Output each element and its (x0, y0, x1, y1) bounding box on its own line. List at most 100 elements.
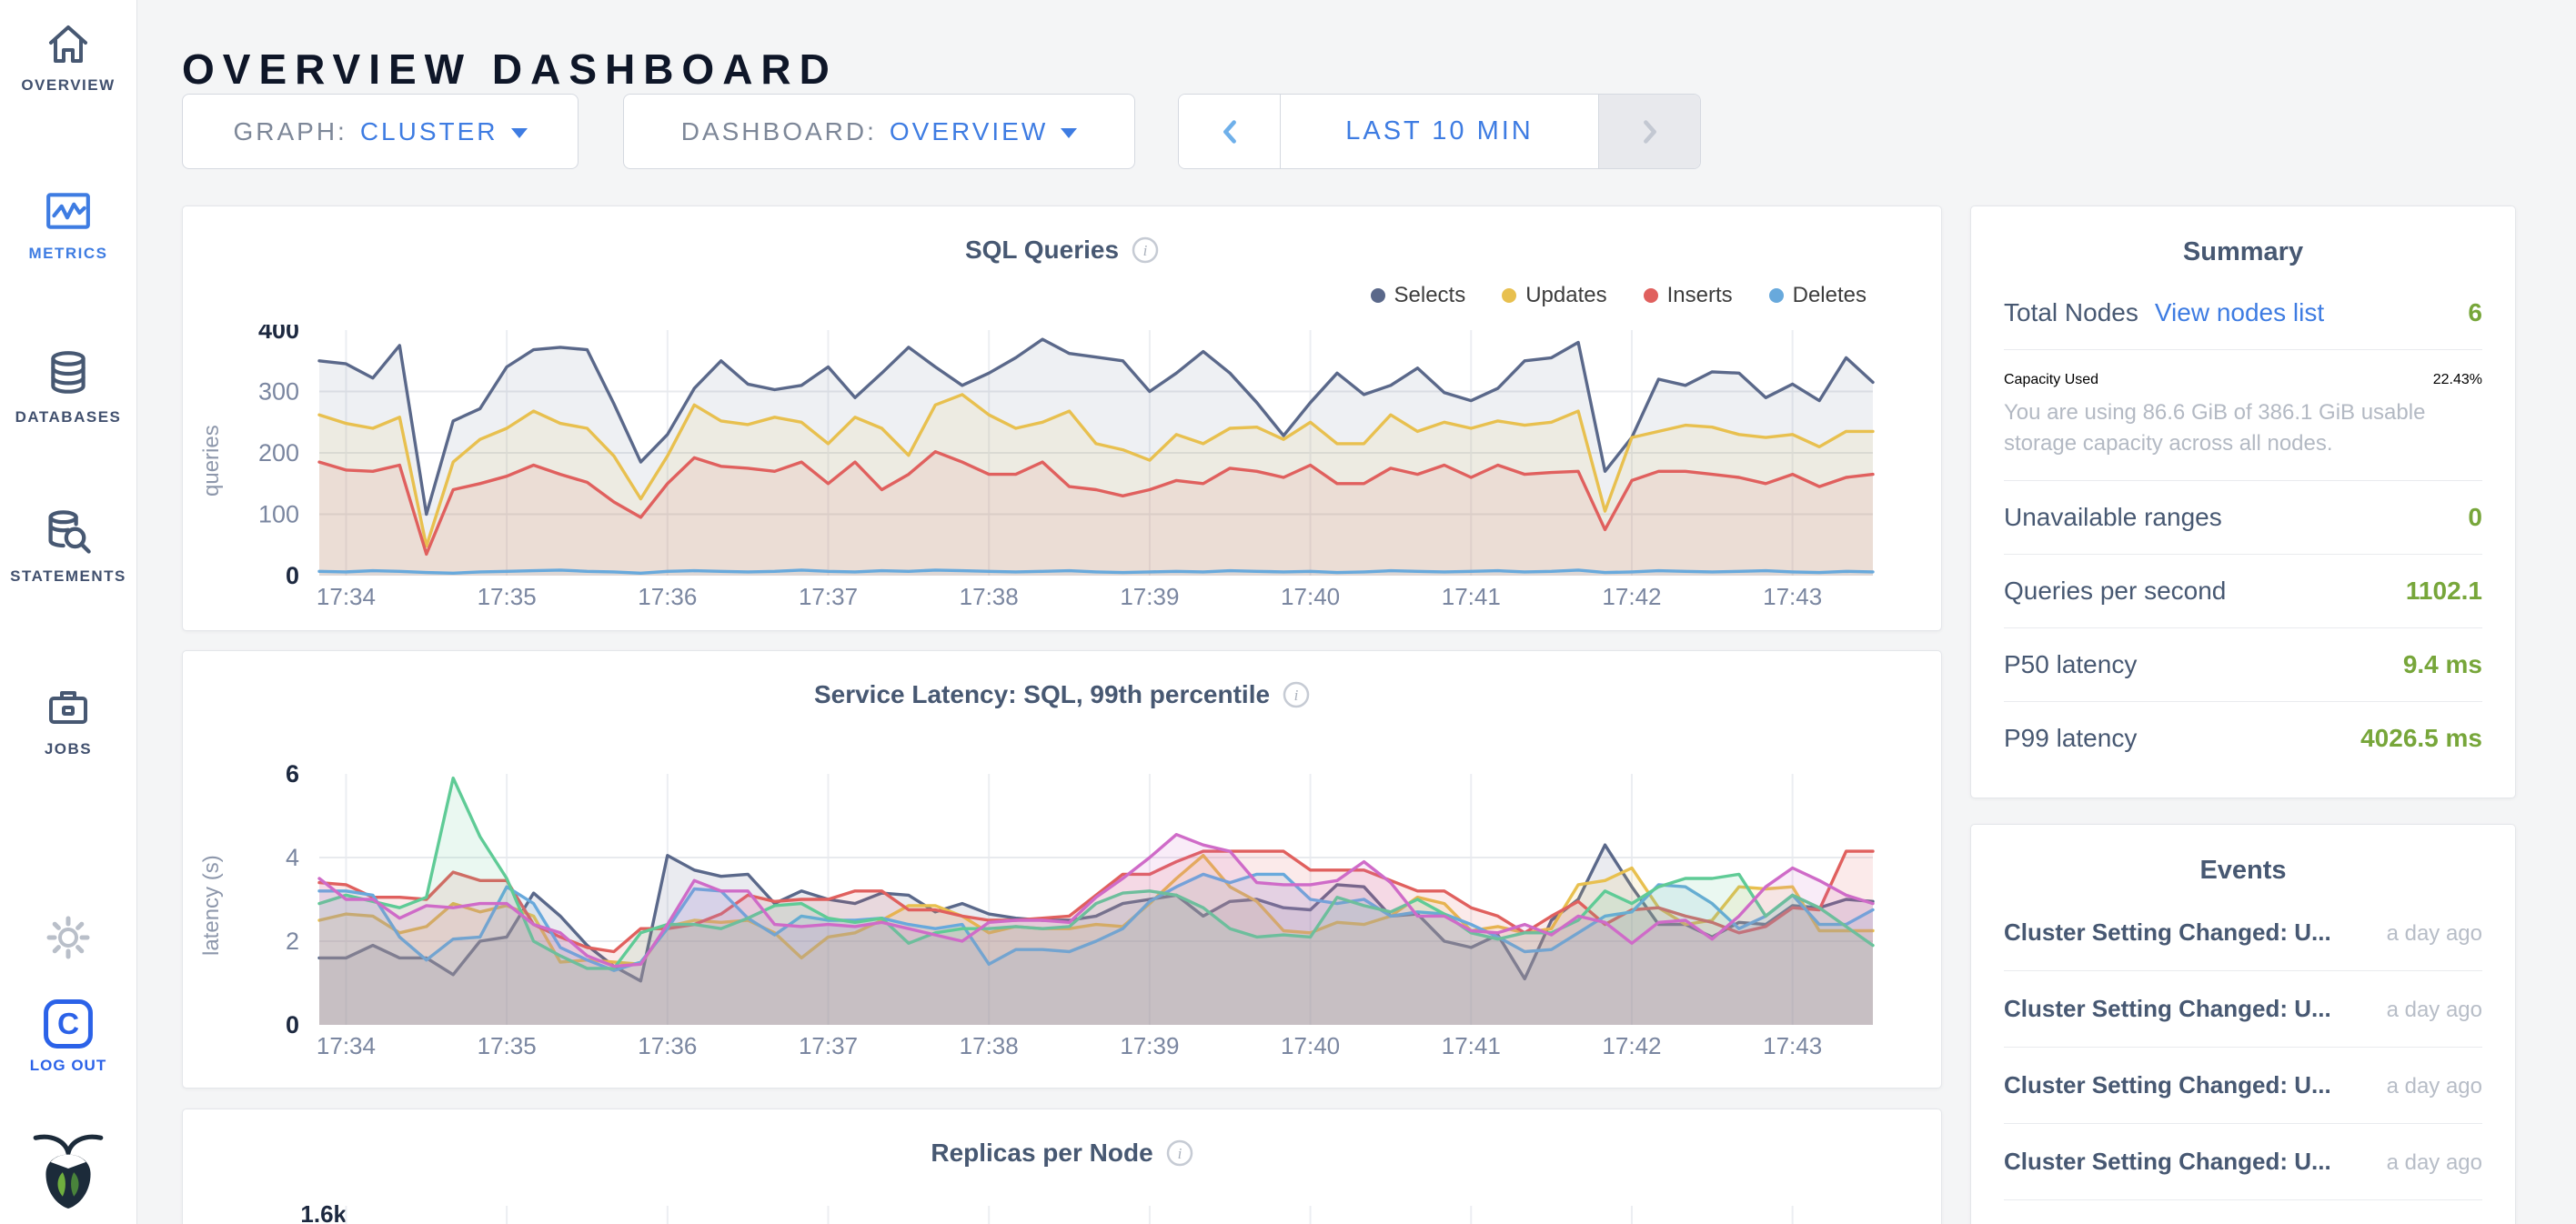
svg-text:17:35: 17:35 (478, 583, 537, 610)
svg-text:17:38: 17:38 (960, 1032, 1019, 1059)
y-tick-label: 1.6k (300, 1200, 347, 1224)
svg-text:0: 0 (286, 562, 299, 589)
svg-text:0: 0 (286, 1011, 299, 1038)
qps-value: 1102.1 (2405, 577, 2482, 606)
logout-label: LOG OUT (29, 1057, 107, 1074)
time-range-selector: LAST 10 MIN (1178, 94, 1701, 169)
time-range-prev-button[interactable] (1179, 95, 1281, 168)
legend-item-selects[interactable]: Selects (1370, 283, 1465, 308)
svg-text:200: 200 (258, 439, 299, 467)
events-title: Events (2199, 856, 2287, 885)
chart-legend: Selects Updates Inserts Deletes (1370, 283, 1867, 308)
gear-icon (46, 916, 90, 959)
replicas-per-node-panel: Replicas per Node i 1.6k (182, 1109, 1942, 1224)
graph-dropdown-value: CLUSTER (359, 116, 498, 145)
svg-text:17:42: 17:42 (1602, 1032, 1661, 1059)
svg-text:17:40: 17:40 (1281, 583, 1340, 610)
sidebar-item-jobs[interactable]: JOBS (0, 684, 136, 758)
graph-dropdown-label: GRAPH: (233, 116, 347, 145)
capacity-used-value: 22.43% (2432, 372, 2482, 387)
statements-icon (48, 510, 91, 554)
svg-text:300: 300 (258, 378, 299, 406)
replicas-per-node-chart[interactable] (183, 1188, 1943, 1224)
info-icon[interactable]: i (1132, 236, 1159, 264)
event-row: Cluster Setting Changed: U...a day ago (2004, 895, 2482, 971)
event-row: Cluster Setting Changed: U...a day ago (2004, 1124, 2482, 1200)
sidebar-item-logout[interactable]: C LOG OUT (0, 997, 136, 1075)
legend-item-inserts[interactable]: Inserts (1643, 283, 1733, 308)
svg-text:i: i (1294, 687, 1299, 704)
service-latency-chart[interactable]: 17:34 17:35 17:36 17:37 17:38 17:39 17:40 17:41… (183, 764, 1943, 1073)
svg-text:17:34: 17:34 (317, 583, 376, 610)
chevron-down-icon (1061, 127, 1078, 138)
home-icon (49, 25, 87, 63)
svg-text:C: C (57, 1008, 79, 1041)
graph-dropdown[interactable]: GRAPH: CLUSTER (182, 94, 579, 169)
svg-text:17:43: 17:43 (1763, 1032, 1822, 1059)
sidebar-item-statements[interactable]: STATEMENTS (0, 507, 136, 586)
capacity-note: You are using 86.6 GiB of 386.1 GiB usab… (2004, 400, 2426, 456)
sidebar-item-label: DATABASES (15, 408, 122, 426)
sidebar-item-label: STATEMENTS (10, 567, 126, 585)
event-row: Cluster Setting Changed: U...a day ago (2004, 971, 2482, 1048)
sidebar: OVERVIEW METRICS DATABASES STATEMENTS (0, 0, 137, 1224)
p50-latency-value: 9.4 ms (2402, 650, 2482, 679)
database-icon (51, 351, 86, 394)
summary-row-p50: P50 latency 9.4 ms (2004, 628, 2482, 703)
summary-title: Summary (2182, 237, 2304, 266)
chart-title: SQL Queries (964, 236, 1120, 264)
svg-text:17:40: 17:40 (1281, 1032, 1340, 1059)
sidebar-item-databases[interactable]: DATABASES (0, 348, 136, 426)
metrics-icon (46, 193, 90, 229)
svg-text:17:34: 17:34 (317, 1032, 376, 1059)
summary-row-p99: P99 latency 4026.5 ms (2004, 724, 2482, 753)
svg-text:4: 4 (286, 844, 299, 871)
events-panel: Events Cluster Setting Changed: U... a da… (1970, 824, 2516, 1224)
chart-title: Replicas per Node (931, 1139, 1153, 1167)
sidebar-item-label: JOBS (44, 740, 93, 757)
time-range-next-button[interactable] (1598, 95, 1700, 168)
svg-text:17:36: 17:36 (638, 1032, 697, 1059)
legend-dot (1643, 288, 1658, 303)
svg-text:17:35: 17:35 (478, 1032, 537, 1059)
summary-row-capacity-used: Capacity Used 22.43% You are using 86.6 … (2004, 350, 2482, 482)
sidebar-item-settings[interactable] (0, 914, 136, 961)
event-row: Cluster Setting Changed: U...a day ago (2004, 1200, 2482, 1224)
legend-dot (1768, 288, 1784, 303)
sidebar-item-overview[interactable]: OVERVIEW (0, 20, 136, 95)
jobs-icon (49, 691, 87, 724)
total-nodes-value: 6 (2468, 298, 2482, 326)
unavailable-ranges-value: 0 (2468, 503, 2482, 532)
info-icon[interactable]: i (1283, 681, 1310, 708)
sql-queries-chart[interactable]: 17:34 17:35 17:36 17:37 17:38 17:39 17:40 17:41… (183, 325, 1943, 625)
dashboard-dropdown[interactable]: DASHBOARD: OVERVIEW (623, 94, 1135, 169)
legend-item-deletes[interactable]: Deletes (1768, 283, 1867, 308)
summary-row-unavailable-ranges: Unavailable ranges 0 (2004, 481, 2482, 556)
summary-panel: Summary Total Nodes View nodes list 6 Cap… (1970, 206, 2516, 798)
info-icon[interactable]: i (1166, 1139, 1193, 1167)
chevron-left-icon (1223, 119, 1236, 144)
chevron-down-icon (510, 127, 528, 138)
time-range-value[interactable]: LAST 10 MIN (1345, 116, 1534, 145)
svg-text:17:41: 17:41 (1442, 583, 1501, 610)
svg-text:17:36: 17:36 (638, 583, 697, 610)
svg-text:17:41: 17:41 (1442, 1032, 1501, 1059)
chevron-right-icon (1643, 119, 1656, 144)
service-latency-panel: Service Latency: SQL, 99th percentile i … (182, 650, 1942, 1089)
controls-bar: GRAPH: CLUSTER DASHBOARD: OVERVIEW LAST … (182, 94, 1701, 169)
sidebar-item-metrics[interactable]: METRICS (0, 186, 136, 263)
legend-dot (1370, 288, 1385, 303)
summary-row-qps: Queries per second 1102.1 (2004, 555, 2482, 629)
svg-text:100: 100 (258, 501, 299, 528)
dashboard-dropdown-value: OVERVIEW (889, 116, 1049, 145)
svg-text:17:42: 17:42 (1602, 583, 1661, 610)
sql-queries-panel: SQL Queries i Selects Updates Inserts De… (182, 206, 1942, 631)
summary-row-total-nodes: Total Nodes View nodes list 6 (2004, 276, 2482, 350)
chart-title: Service Latency: SQL, 99th percentile (813, 680, 1271, 708)
p99-latency-value: 4026.5 ms (2360, 724, 2482, 753)
sidebar-logo[interactable] (0, 1124, 136, 1211)
legend-item-updates[interactable]: Updates (1502, 283, 1607, 308)
svg-text:17:39: 17:39 (1120, 583, 1179, 610)
view-nodes-list-link[interactable]: View nodes list (2154, 298, 2325, 326)
logout-icon: C (44, 999, 93, 1048)
